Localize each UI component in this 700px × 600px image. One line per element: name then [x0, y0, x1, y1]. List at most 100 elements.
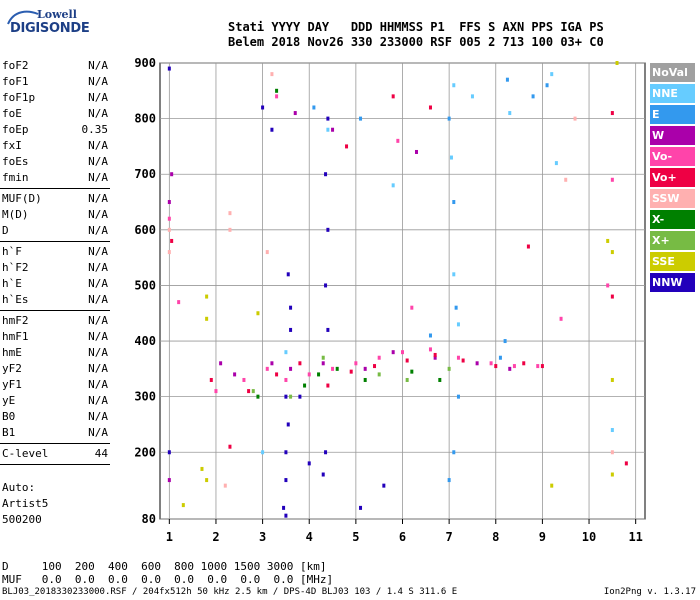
- data-point-vo-: [177, 300, 181, 305]
- data-point-x-: [363, 377, 367, 382]
- x-tick-label: 5: [352, 530, 359, 544]
- data-point-ssw: [167, 227, 171, 232]
- data-point-vo-: [489, 361, 493, 366]
- param-name: MUF(D): [2, 192, 42, 205]
- data-point-w: [167, 478, 171, 483]
- data-point-nnw: [359, 505, 363, 510]
- x-tick-label: 2: [212, 530, 219, 544]
- data-point-w: [433, 355, 437, 360]
- param-row: yE N/A: [0, 393, 112, 409]
- x-tick-label: 3: [259, 530, 266, 544]
- data-point-sse: [256, 311, 260, 316]
- data-point-sse: [205, 294, 209, 299]
- autoscaling-info: Auto: Artist5 500200: [2, 480, 48, 528]
- data-point-x-: [438, 377, 442, 382]
- data-point-e: [454, 305, 458, 310]
- data-point-w: [233, 372, 237, 377]
- data-point-nnw: [167, 450, 171, 455]
- data-point-ssw: [265, 250, 269, 255]
- param-value: N/A: [88, 378, 108, 391]
- digisonde-logo: Lowell DIGISONDE: [4, 8, 90, 44]
- param-value: N/A: [88, 107, 108, 120]
- data-point-nnw: [326, 227, 330, 232]
- data-point-nnw: [326, 116, 330, 121]
- param-separator: [0, 310, 110, 311]
- param-name: foEs: [2, 155, 29, 168]
- param-value: N/A: [88, 192, 108, 205]
- param-row: h`E N/A: [0, 276, 112, 292]
- data-point-w: [331, 127, 335, 132]
- x-tick-label: 11: [628, 530, 642, 544]
- param-value: N/A: [88, 59, 108, 72]
- data-point-vo-: [522, 361, 526, 366]
- version-label: Ion2Png v. 1.3.17: [603, 587, 696, 597]
- data-point-sse: [550, 483, 554, 488]
- data-point-e: [456, 394, 460, 399]
- x-tick-label: 7: [446, 530, 453, 544]
- data-point-nnw: [286, 272, 290, 277]
- scaled-parameters-panel: foF2 N/A foF1 N/A foF1p N/A foE N/A foEp 0.35 fxI N…: [0, 58, 112, 467]
- param-row: hmF2 N/A: [0, 313, 112, 329]
- data-point-sse: [615, 61, 619, 65]
- data-point-w: [289, 366, 293, 371]
- data-point-vo-: [284, 377, 288, 382]
- param-separator: [0, 188, 110, 189]
- data-point-vo-: [540, 364, 544, 369]
- data-point-nnw: [326, 327, 330, 332]
- param-value: N/A: [88, 293, 108, 306]
- data-point-nnw: [324, 283, 328, 288]
- param-value: N/A: [88, 75, 108, 88]
- data-point-ssw: [610, 450, 614, 455]
- data-point-vo-: [373, 364, 377, 369]
- data-point-vo-: [461, 358, 465, 363]
- y-tick-label: 200: [134, 445, 156, 459]
- data-point-vo-: [298, 361, 302, 366]
- data-point-e: [359, 116, 363, 121]
- data-point-x-: [335, 366, 339, 371]
- data-point-e: [447, 116, 451, 121]
- data-point-x-: [317, 372, 321, 377]
- data-point-nnw: [321, 472, 325, 477]
- data-point-vo-: [275, 372, 279, 377]
- data-point-vo-: [247, 389, 251, 394]
- data-point-vo-: [610, 294, 614, 299]
- legend-item: NNW: [650, 273, 695, 292]
- data-point-w: [414, 149, 418, 154]
- data-point-vo-: [606, 283, 610, 288]
- param-name: yF1: [2, 378, 22, 391]
- data-point-ssw: [167, 250, 171, 255]
- legend-item: SSW: [650, 189, 695, 208]
- data-point-vo-: [167, 216, 171, 221]
- data-point-e: [503, 339, 507, 344]
- param-value: N/A: [88, 426, 108, 439]
- data-point-vo-: [396, 138, 400, 143]
- data-point-vo-: [410, 305, 414, 310]
- param-value: N/A: [88, 394, 108, 407]
- data-point-w: [508, 366, 512, 371]
- data-point-vo-: [624, 461, 628, 466]
- param-value: 0.35: [81, 123, 109, 136]
- header-values: Belem 2018 Nov26 330 233000 RSF 005 2 71…: [228, 35, 604, 49]
- data-point-w: [391, 350, 395, 355]
- data-point-vo-: [345, 144, 349, 149]
- param-value: N/A: [88, 277, 108, 290]
- data-point-e: [545, 83, 549, 88]
- data-point-vo-: [228, 444, 232, 449]
- param-value: N/A: [88, 362, 108, 375]
- param-value: N/A: [88, 330, 108, 343]
- data-point-nnw: [382, 483, 386, 488]
- y-tick-label: 300: [134, 390, 156, 404]
- data-point-vo-: [456, 355, 460, 360]
- logo-lowell-text: Lowell: [37, 8, 77, 21]
- data-point-w: [475, 361, 479, 366]
- data-point-x-: [447, 366, 451, 371]
- data-point-sse: [610, 250, 614, 255]
- param-name: yE: [2, 394, 16, 407]
- data-point-nnw: [289, 305, 293, 310]
- data-point-vo-: [401, 350, 404, 355]
- param-row: MUF(D) N/A: [0, 191, 112, 207]
- param-name: foEp: [2, 123, 29, 136]
- param-row: foF2 N/A: [0, 58, 112, 74]
- data-point-e: [498, 355, 502, 360]
